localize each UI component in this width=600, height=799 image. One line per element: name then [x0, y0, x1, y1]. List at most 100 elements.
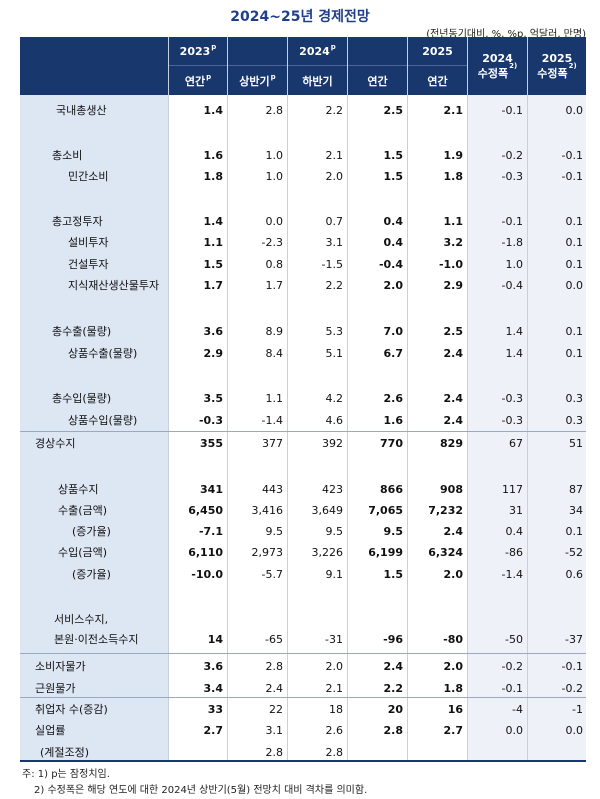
table-row: (증가율) -10.0 -5.7 9.1 1.5 2.0 -1.4 0.6 — [0, 565, 600, 585]
table-cell: -50 — [505, 633, 523, 646]
table-cell: 2.1 — [325, 149, 344, 162]
table-cell: 341 — [200, 483, 223, 496]
table-cell: -0.1 — [561, 149, 583, 162]
table-cell: 829 — [440, 437, 463, 450]
table-cell: 1.5 — [383, 170, 404, 183]
row-label: 총고정투자 — [52, 215, 103, 228]
header-rev-2025-label: 수정폭 — [537, 66, 568, 80]
table-cell: -1 — [572, 703, 583, 716]
table-cell: 3.1 — [325, 236, 344, 249]
table-cell: 9.5 — [265, 525, 284, 538]
table-cell: 3.1 — [265, 724, 284, 737]
table-cell: 3,649 — [311, 504, 344, 517]
table-cell: 4.2 — [325, 392, 344, 405]
table-cell: 0.0 — [565, 279, 584, 292]
header-2024-sup: p — [330, 43, 336, 51]
table-cell: -0.1 — [561, 660, 583, 673]
table-cell: -2.3 — [261, 236, 283, 249]
table-cell: 1.4 — [505, 325, 524, 338]
header-annual-2025-text: 연간 — [427, 74, 448, 88]
header-annual-2024-text: 연간 — [367, 74, 388, 88]
table-cell: 2.8 — [265, 104, 284, 117]
table-row: 수입(금액) 6,110 2,973 3,226 6,199 6,324 -86 -52 — [0, 543, 600, 563]
table-cell: 2.8 — [325, 746, 344, 759]
table-cell: 5.3 — [325, 325, 344, 338]
table-cell: 2.1 — [443, 104, 464, 117]
row-label: 취업자 수(증감) — [35, 703, 108, 716]
table-row: 총수출(물량) 3.6 8.9 5.3 7.0 2.5 1.4 0.1 — [0, 322, 600, 342]
table-row: 수출(금액) 6,450 3,416 3,649 7,065 7,232 31 34 — [0, 501, 600, 521]
table-cell: -0.1 — [561, 170, 583, 183]
table-cell: 377 — [262, 437, 283, 450]
table-cell: 2.9 — [443, 279, 464, 292]
header-h1-2024: 상반기 p — [227, 66, 287, 95]
table-cell: 2.9 — [203, 347, 224, 360]
table-cell: -1.5 — [321, 258, 343, 271]
header-annual-2025: 연간 — [407, 66, 467, 95]
table-cell: 0.1 — [565, 525, 584, 538]
unit-note: (전년동기대비, %, %p, 억달러, 만명) — [426, 29, 586, 40]
table-cell: 2.0 — [443, 660, 464, 673]
table-cell: 0.7 — [325, 215, 344, 228]
table-cell: 3.6 — [203, 660, 224, 673]
table-cell: 1.5 — [383, 568, 404, 581]
row-label: 경상수지 — [35, 437, 76, 450]
header-annual-2024: 연간 — [347, 66, 407, 95]
column-divider — [407, 37, 408, 761]
table-cell: 6,199 — [368, 546, 403, 559]
table-row: 실업률 2.7 3.1 2.6 2.8 2.7 0.0 0.0 — [0, 721, 600, 741]
table-cell: 9.5 — [325, 525, 344, 538]
table-cell: 1.7 — [265, 279, 284, 292]
table-cell: 1.5 — [383, 149, 404, 162]
table-cell: 2.2 — [383, 682, 404, 695]
table-cell: -0.3 — [501, 414, 523, 427]
table-cell: -31 — [325, 633, 343, 646]
row-label: (계절조정) — [40, 746, 90, 759]
table-cell: 9.5 — [383, 525, 404, 538]
label-column-band — [20, 95, 168, 761]
table-cell: 1.1 — [265, 392, 284, 405]
header-h1-sup: p — [270, 72, 276, 81]
table-cell: 1.4 — [203, 104, 224, 117]
header-rev-2025-year: 2025 — [541, 51, 573, 65]
table-cell: 6.7 — [383, 347, 404, 360]
table-cell: 20 — [387, 703, 403, 716]
table-row: 경상수지 355 377 392 770 829 67 51 — [0, 434, 600, 454]
table-cell: -0.3 — [501, 170, 523, 183]
table-cell: 34 — [569, 504, 583, 517]
table-cell: 1.1 — [203, 236, 224, 249]
row-label: 민간소비 — [68, 170, 109, 183]
table-row: 총소비 1.6 1.0 2.1 1.5 1.9 -0.2 -0.1 — [0, 146, 600, 166]
table-row: 서비스수지, — [0, 610, 600, 630]
table-cell: 2,973 — [251, 546, 284, 559]
table-row: 건설투자 1.5 0.8 -1.5 -0.4 -1.0 1.0 0.1 — [0, 255, 600, 275]
table-cell: -1.4 — [501, 568, 523, 581]
table-cell: 0.4 — [383, 215, 404, 228]
table-cell: 2.0 — [443, 568, 464, 581]
table-cell: 866 — [380, 483, 403, 496]
table-cell: 14 — [207, 633, 223, 646]
row-label: 수입(금액) — [58, 546, 108, 559]
table-cell: -52 — [565, 546, 583, 559]
row-label: 총수출(물량) — [52, 325, 112, 338]
row-label: 근원물가 — [35, 682, 76, 695]
row-label: 국내총생산 — [56, 104, 107, 117]
table-cell: 908 — [440, 483, 463, 496]
table-cell: 2.7 — [443, 724, 464, 737]
table-row: 상품수지 341 443 423 866 908 117 87 — [0, 480, 600, 500]
header-rev-2024: 2024 수정폭2) — [467, 37, 527, 95]
table-row: (증가율) -7.1 9.5 9.5 9.5 2.4 0.4 0.1 — [0, 522, 600, 542]
table-row: 지식재산생산물투자 1.7 1.7 2.2 2.0 2.9 -0.4 0.0 — [0, 276, 600, 296]
table-cell: 3,416 — [251, 504, 284, 517]
header-rev-2024-label: 수정폭 — [477, 66, 509, 80]
table-cell: 0.6 — [565, 568, 584, 581]
table-cell: -7.1 — [198, 525, 223, 538]
table-cell: 3.5 — [203, 392, 224, 405]
table-cell: 2.0 — [325, 660, 344, 673]
table-cell: 1.6 — [383, 414, 404, 427]
column-divider — [527, 37, 528, 761]
table-cell: 392 — [322, 437, 343, 450]
table-cell: 22 — [269, 703, 283, 716]
revision-column-band — [467, 95, 586, 761]
table-cell: 2.8 — [265, 746, 284, 759]
